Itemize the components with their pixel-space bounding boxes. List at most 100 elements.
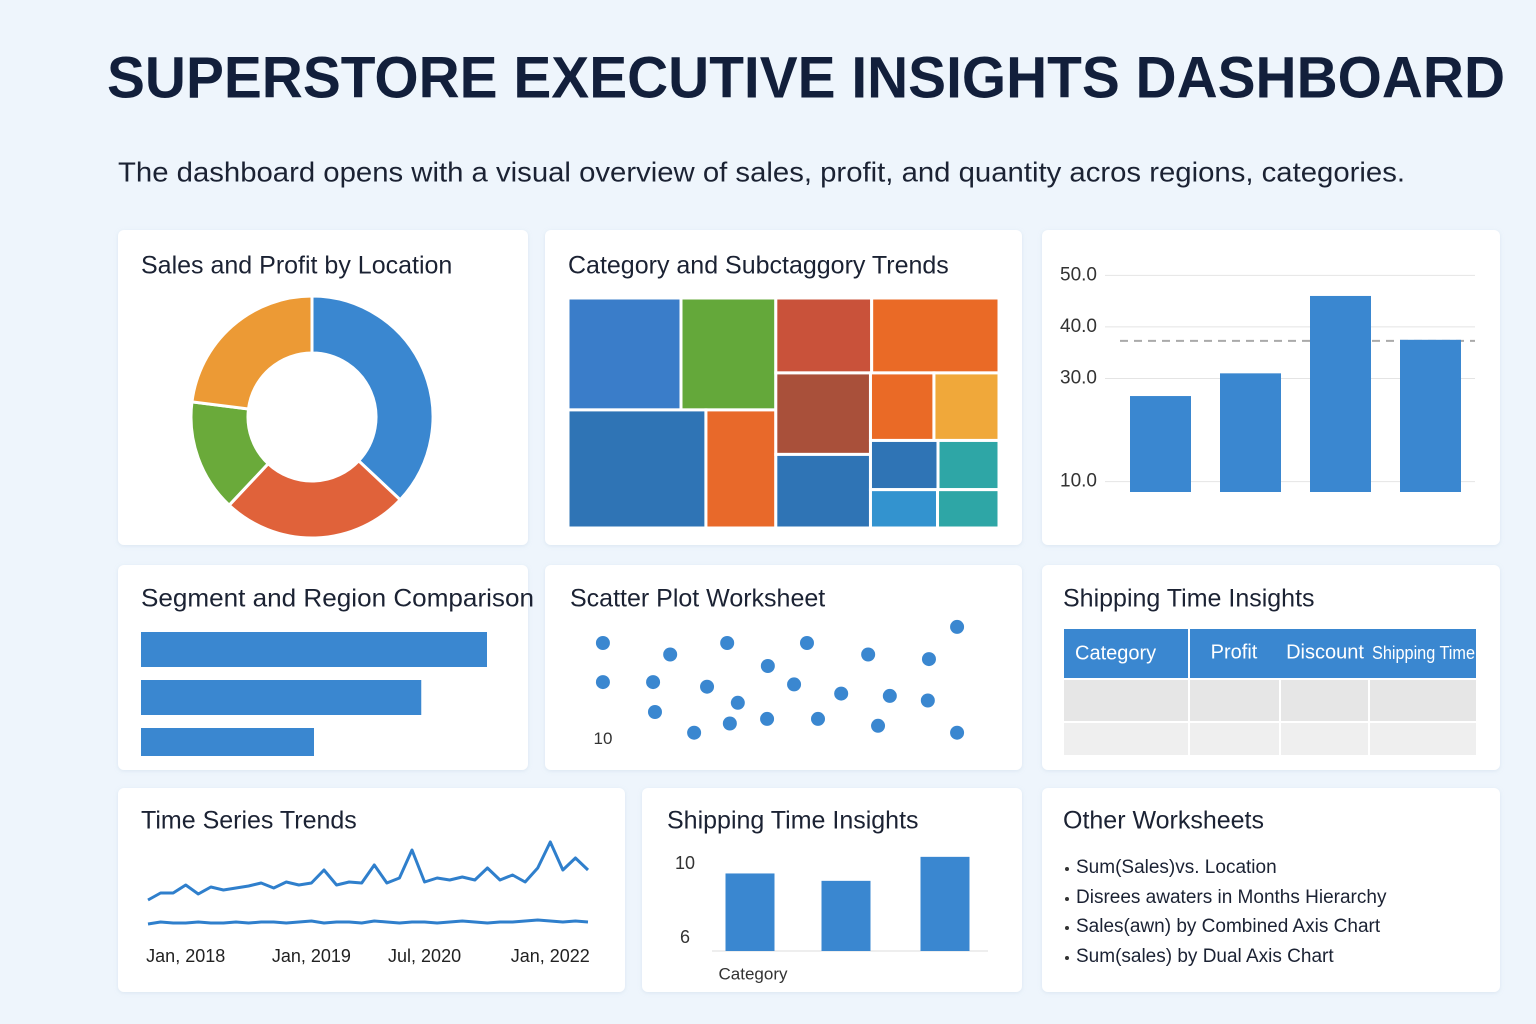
- y-tick-label: 30.0: [1060, 368, 1097, 389]
- treemap-tile: [566, 408, 708, 530]
- treemap-tile: [774, 296, 874, 375]
- table-cell: [1370, 680, 1476, 721]
- table-cell: [1281, 723, 1368, 755]
- bar: [821, 880, 871, 951]
- treemap-tile: [870, 296, 1001, 375]
- table-header: [1064, 629, 1476, 678]
- panel-title: Shipping Time Insights: [667, 807, 919, 835]
- bullet: [1065, 867, 1069, 871]
- scatter-point: [811, 711, 825, 726]
- treemap-tile: [868, 488, 940, 530]
- table-cell: [1190, 723, 1279, 755]
- scatter-point: [950, 725, 965, 740]
- scatter-point: [663, 647, 678, 662]
- y-tick-label: 50.0: [1060, 264, 1097, 285]
- scatter-point: [760, 659, 775, 673]
- panel: [118, 788, 625, 992]
- scatter-point: [871, 718, 886, 733]
- scatter-point: [760, 711, 775, 726]
- x-tick-label: Jul, 2020: [388, 946, 461, 966]
- bar: [141, 632, 487, 667]
- scatter-point: [646, 675, 661, 690]
- scatter-point: [730, 695, 745, 710]
- scatter-point: [595, 675, 610, 690]
- treemap-tile: [936, 488, 1001, 530]
- scatter-point: [787, 677, 802, 692]
- treemap-tile: [774, 371, 872, 456]
- treemap-tile: [704, 408, 778, 530]
- panel: [118, 565, 528, 770]
- table-cell: [1190, 680, 1279, 721]
- line-series: [147, 918, 589, 926]
- treemap-tile: [936, 438, 1001, 492]
- scatter-point: [834, 686, 849, 701]
- line-series: [147, 840, 590, 902]
- table-cell: [1064, 680, 1188, 721]
- panel-title: Shipping Time Insights: [1063, 585, 1315, 613]
- panel: [545, 565, 1022, 770]
- x-tick-label: Jan, 2019: [272, 946, 351, 966]
- y-tick-label: 10: [594, 729, 613, 748]
- treemap-tile: [868, 371, 936, 442]
- scatter-point: [920, 693, 935, 708]
- scatter-point: [700, 679, 715, 694]
- table-header-cell: Profit: [1211, 641, 1258, 663]
- donut-segment: [227, 458, 403, 540]
- table-header-cell: Discount: [1286, 641, 1364, 663]
- panel-title: Scatter Plot Worksheet: [570, 585, 825, 613]
- treemap-tile: [774, 452, 872, 530]
- bar: [1220, 373, 1281, 492]
- bullet: [1065, 956, 1069, 960]
- list-item: Sum(sales) by Dual Axis Chart: [1076, 946, 1334, 967]
- panel-title: Other Worksheets: [1063, 807, 1264, 835]
- scatter-point: [687, 725, 702, 740]
- y-tick-label: 10: [675, 853, 695, 873]
- scatter-point: [720, 636, 735, 650]
- scatter-point: [921, 652, 936, 667]
- bar: [141, 728, 314, 756]
- bar: [725, 873, 775, 951]
- scatter-point: [861, 647, 876, 662]
- list-item: Sales(awn) by Combined Axis Chart: [1076, 916, 1381, 937]
- y-tick-label: 10.0: [1060, 471, 1097, 492]
- panel-title: Segment and Region Comparison: [141, 585, 534, 613]
- bar: [1310, 295, 1371, 492]
- table-header-cell: Shipping Time: [1372, 643, 1475, 663]
- x-tick-label: Jan, 2018: [146, 946, 225, 966]
- panel-title: Sales and Profit by Location: [141, 252, 452, 280]
- treemap-tile: [932, 371, 1001, 442]
- bullet: [1065, 926, 1069, 930]
- list-item: Disrees awaters in Months Hierarchy: [1076, 887, 1387, 908]
- panel-title: Category and Subctaggory Trends: [568, 252, 949, 280]
- table-cell: [1370, 723, 1476, 755]
- y-tick-label: 6: [680, 927, 690, 947]
- dashboard-subtitle: The dashboard opens with a visual overvi…: [118, 156, 1405, 187]
- table-cell: [1281, 680, 1368, 721]
- bar: [920, 856, 970, 951]
- scatter-point: [882, 688, 897, 703]
- donut-segment: [310, 294, 435, 502]
- table-cell: [1064, 723, 1188, 755]
- x-tick-label: Jan, 2022: [511, 946, 590, 966]
- panel: [1042, 788, 1500, 992]
- donut-segment: [190, 294, 314, 411]
- bar: [1130, 396, 1191, 492]
- scatter-point: [799, 636, 814, 650]
- bar: [141, 680, 422, 715]
- bullet: [1065, 897, 1069, 901]
- scatter-point: [722, 716, 737, 731]
- dashboard-title: SUPERSTORE EXECUTIVE INSIGHTS DASHBOARD: [107, 45, 1505, 110]
- scatter-point: [595, 636, 610, 650]
- panel-title: Time Series Trends: [141, 807, 357, 835]
- y-tick-label: 40.0: [1060, 316, 1097, 337]
- bar: [1400, 339, 1461, 492]
- x-axis-label: Category: [719, 964, 788, 983]
- treemap-tile: [679, 296, 778, 412]
- list-item: Sum(Sales)vs. Location: [1076, 857, 1277, 878]
- scatter-point: [647, 705, 662, 719]
- table-header-cell: Category: [1075, 642, 1156, 664]
- scatter-point: [950, 619, 965, 634]
- treemap-tile: [566, 296, 683, 412]
- treemap-tile: [868, 438, 940, 492]
